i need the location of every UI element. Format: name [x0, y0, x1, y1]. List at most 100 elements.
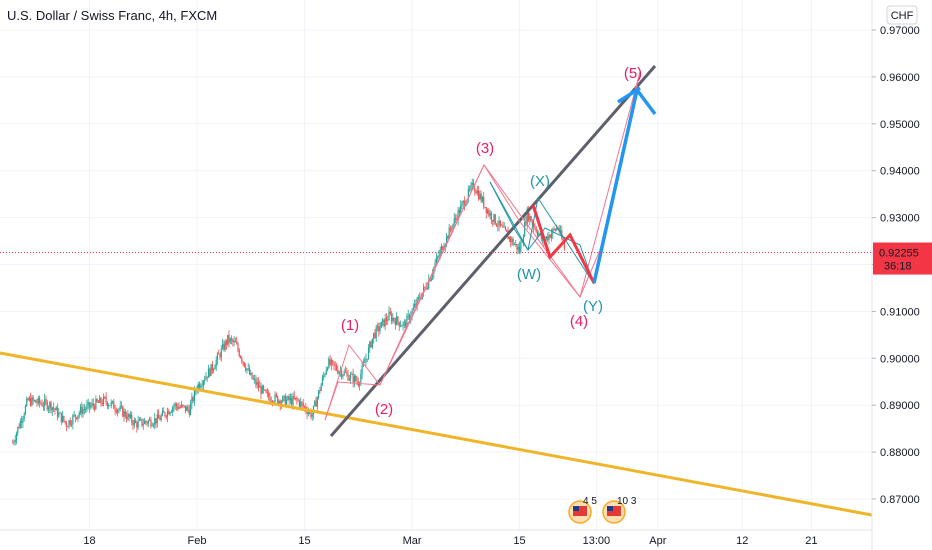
candle-body	[415, 303, 417, 306]
candle-body	[63, 415, 65, 421]
event-marker[interactable]: 10 3	[602, 496, 637, 524]
candle-body	[94, 405, 96, 410]
candle-body	[297, 399, 299, 401]
candle-body	[224, 341, 226, 350]
candle-body	[348, 378, 350, 381]
candle-body	[335, 365, 338, 371]
candle-body	[344, 371, 347, 373]
candle-body	[150, 419, 152, 426]
candle-body	[122, 406, 124, 417]
candle-body	[479, 193, 481, 200]
candle-body	[440, 246, 443, 250]
candle-body	[140, 418, 142, 420]
candle-body	[549, 234, 551, 238]
event-marker[interactable]: 4 5	[568, 496, 597, 524]
candle-body	[62, 415, 64, 423]
candle-body	[138, 419, 140, 421]
candle-body	[484, 207, 486, 208]
candle-body	[239, 356, 242, 358]
candle-body	[399, 325, 402, 327]
candle-body	[351, 373, 353, 375]
candle-body	[79, 406, 82, 413]
candle-body	[32, 397, 34, 401]
candle-body	[213, 369, 215, 371]
candle-body	[548, 234, 550, 240]
candle-body	[403, 322, 405, 324]
candle-body	[102, 396, 105, 405]
candle-body	[36, 402, 38, 404]
candle-body	[81, 406, 83, 414]
candle-body	[289, 397, 292, 401]
candle-body	[37, 397, 39, 404]
candle-body	[124, 411, 126, 417]
candle-body	[292, 396, 294, 405]
candle-body	[463, 201, 466, 207]
candle-body	[298, 400, 300, 407]
candle-body	[158, 414, 160, 419]
candle-body	[439, 249, 441, 256]
candle-body	[165, 416, 167, 417]
candle-body	[190, 403, 192, 415]
candle-body	[270, 401, 272, 402]
candle-body	[498, 220, 500, 227]
candle-body	[502, 225, 504, 228]
candle-body	[27, 399, 29, 401]
candle-body	[22, 418, 24, 423]
candle-body	[279, 400, 281, 406]
candle-body	[49, 402, 51, 408]
candle-body	[333, 361, 335, 366]
candle-body	[553, 228, 555, 230]
candle-body	[238, 350, 240, 357]
candle-body	[40, 402, 42, 404]
candle-body	[147, 420, 149, 424]
candle-body	[416, 297, 418, 306]
candle-body	[169, 412, 171, 415]
candle-body	[422, 286, 425, 293]
candle-body	[342, 374, 344, 377]
candle-body	[143, 420, 146, 424]
candle-body	[284, 395, 286, 405]
candle-body	[414, 303, 416, 308]
candle-body	[352, 373, 354, 383]
candle-body	[550, 233, 553, 238]
candle-body	[58, 412, 60, 417]
candle-body	[155, 418, 157, 424]
candle-body	[30, 397, 32, 406]
candle-body	[397, 316, 399, 322]
candle-body	[88, 402, 91, 408]
candle-body	[508, 237, 510, 240]
candle-body	[74, 414, 76, 418]
candle-body	[469, 189, 471, 190]
candle-body	[338, 371, 340, 374]
event-count: 10 3	[617, 496, 637, 507]
wave-label-2: (2)	[375, 401, 393, 418]
candle-body	[126, 416, 128, 420]
candle-body	[183, 405, 185, 407]
candle-body	[214, 367, 216, 370]
candle-body	[370, 341, 372, 348]
candle-body	[460, 205, 462, 214]
candle-body	[206, 376, 208, 378]
candle-body	[387, 320, 389, 321]
candle-body	[326, 367, 329, 370]
candle-body	[474, 187, 476, 192]
candle-body	[412, 307, 414, 311]
candle-body	[318, 390, 320, 398]
candle-body	[316, 397, 318, 407]
candle-body	[230, 338, 233, 340]
candle-body	[330, 360, 332, 365]
candle-body	[154, 418, 156, 425]
candle-body	[384, 317, 386, 327]
candle-body	[82, 409, 84, 414]
candle-body	[219, 354, 221, 358]
candle-body	[356, 380, 358, 382]
x-tick-label: Apr	[649, 535, 666, 547]
candle-body	[402, 322, 404, 327]
candle-body	[347, 373, 349, 381]
candle-body	[535, 227, 537, 233]
candle-body	[364, 362, 366, 363]
candle-body	[499, 220, 501, 225]
candle-body	[424, 286, 426, 288]
candle-body	[13, 441, 15, 443]
